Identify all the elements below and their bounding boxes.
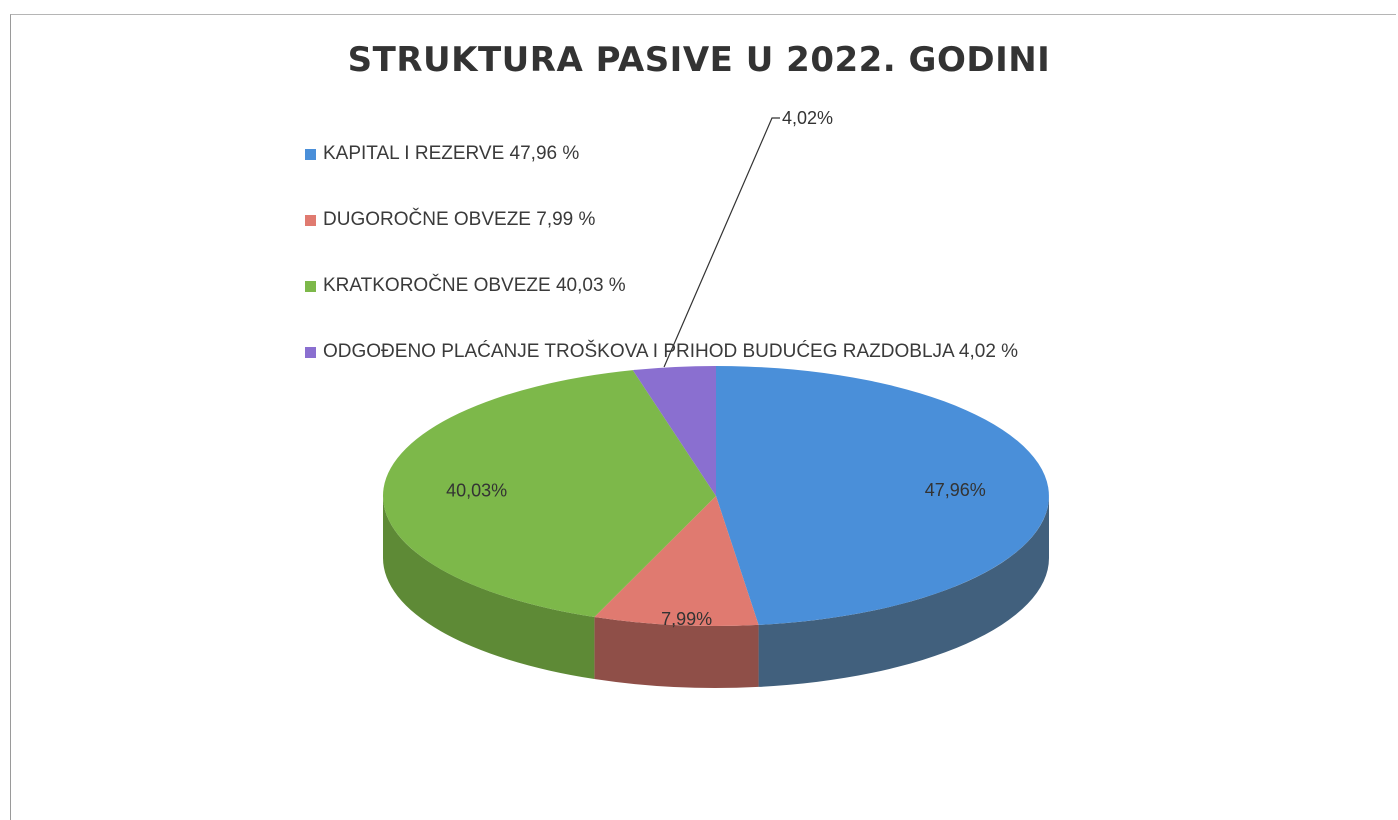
leader-line-odgodeno	[663, 117, 780, 368]
data-label-dugorocne: 7,99%	[661, 609, 712, 629]
pie-slice-odgodeno	[632, 366, 716, 496]
legend-label-kapital: KAPITAL I REZERVE 47,96 %	[323, 143, 580, 164]
legend-item-kratkorocne: KRATKOROČNE OBVEZE 40,03 %	[305, 274, 1018, 298]
legend-swatch-odgodeno	[305, 346, 316, 358]
legend-swatch-kratkorocne	[305, 280, 316, 292]
chart-title: STRUKTURA PASIVE U 2022. GODINI	[347, 40, 1051, 80]
data-label-odgodeno: 4,02%	[782, 108, 833, 128]
legend-label-kratkorocne: KRATKOROČNE OBVEZE 40,03 %	[323, 275, 626, 296]
chart-frame	[10, 14, 1396, 820]
data-label-kratkorocne: 40,03%	[446, 480, 507, 500]
pie-side-dugorocne	[594, 617, 759, 688]
legend-label-dugorocne: DUGOROČNE OBVEZE 7,99 %	[323, 209, 596, 230]
legend-swatch-dugorocne	[305, 214, 316, 226]
legend-item-dugorocne: DUGOROČNE OBVEZE 7,99 %	[305, 208, 1018, 232]
pie-slice-kratkorocne	[382, 370, 716, 618]
legend-item-kapital: KAPITAL I REZERVE 47,96 %	[305, 142, 1018, 166]
pie-side-kapital	[758, 496, 1049, 687]
pie-slice-kapital	[716, 366, 1049, 625]
pie-side-kratkorocne	[383, 496, 595, 680]
data-label-kapital: 47,96%	[925, 480, 986, 500]
pie-slice-dugorocne	[594, 496, 759, 626]
legend-swatch-kapital	[305, 148, 316, 160]
